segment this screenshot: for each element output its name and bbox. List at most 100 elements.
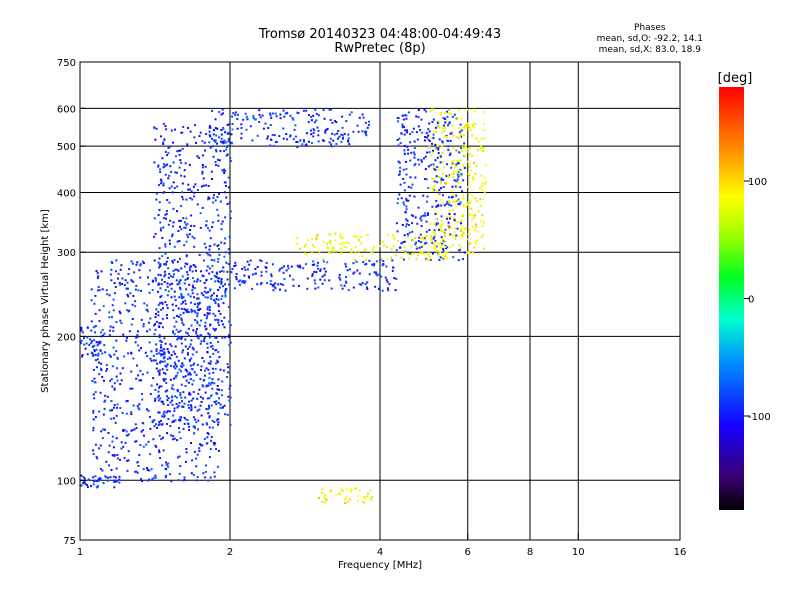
data-point bbox=[335, 250, 338, 253]
data-point bbox=[229, 160, 232, 162]
data-point bbox=[297, 284, 300, 287]
data-point bbox=[149, 357, 152, 360]
data-point bbox=[319, 270, 322, 272]
data-point bbox=[115, 375, 118, 378]
data-point bbox=[183, 226, 186, 229]
data-point bbox=[450, 130, 453, 133]
data-point bbox=[165, 209, 168, 212]
data-point bbox=[170, 364, 172, 367]
data-point bbox=[345, 281, 348, 284]
data-point bbox=[166, 423, 168, 425]
data-point bbox=[204, 149, 206, 152]
data-point bbox=[312, 260, 315, 263]
data-point bbox=[378, 273, 381, 276]
data-point bbox=[444, 251, 446, 254]
data-point bbox=[159, 168, 162, 171]
data-point bbox=[157, 261, 160, 264]
data-point bbox=[139, 444, 142, 446]
data-point bbox=[178, 296, 181, 299]
data-point bbox=[392, 266, 395, 269]
x-tick-label: 4 bbox=[377, 547, 383, 558]
data-point bbox=[428, 229, 431, 231]
data-point bbox=[204, 325, 207, 328]
data-point bbox=[178, 153, 181, 156]
data-point bbox=[440, 177, 443, 180]
data-point bbox=[132, 280, 135, 283]
data-point bbox=[267, 135, 269, 138]
data-point bbox=[455, 136, 458, 138]
data-point bbox=[196, 306, 199, 309]
data-point bbox=[271, 112, 274, 115]
data-point bbox=[167, 267, 170, 270]
data-point bbox=[151, 478, 154, 481]
data-point bbox=[185, 311, 188, 313]
data-point bbox=[334, 494, 337, 497]
data-point bbox=[405, 225, 408, 228]
data-point bbox=[247, 268, 249, 271]
data-point bbox=[313, 129, 316, 132]
data-point bbox=[115, 467, 118, 470]
data-point bbox=[410, 246, 413, 249]
data-point bbox=[225, 146, 228, 148]
data-point bbox=[205, 291, 208, 294]
data-point bbox=[193, 362, 195, 365]
data-point bbox=[153, 333, 156, 336]
data-point bbox=[409, 141, 411, 144]
data-point bbox=[455, 194, 458, 197]
data-point bbox=[114, 421, 117, 424]
data-point bbox=[184, 302, 187, 305]
data-point bbox=[413, 153, 416, 156]
data-point bbox=[269, 144, 272, 147]
data-point bbox=[466, 160, 469, 163]
data-point bbox=[189, 130, 192, 133]
data-point bbox=[167, 223, 170, 226]
data-point bbox=[339, 233, 342, 236]
data-point bbox=[446, 246, 449, 249]
data-point bbox=[164, 243, 167, 246]
data-point bbox=[134, 423, 137, 426]
data-point bbox=[452, 147, 455, 150]
data-point bbox=[224, 291, 227, 294]
data-point bbox=[201, 140, 204, 143]
data-point bbox=[189, 373, 192, 376]
data-point bbox=[411, 230, 414, 233]
data-point bbox=[405, 160, 407, 163]
data-point bbox=[306, 239, 309, 241]
data-point bbox=[398, 161, 401, 164]
data-point bbox=[484, 164, 487, 167]
data-point bbox=[480, 146, 483, 149]
data-point bbox=[191, 383, 194, 386]
data-point bbox=[341, 287, 344, 290]
data-point bbox=[98, 361, 100, 364]
data-point bbox=[387, 289, 390, 292]
data-point bbox=[196, 320, 199, 323]
data-point bbox=[183, 402, 186, 405]
data-point bbox=[452, 234, 455, 237]
data-point bbox=[178, 455, 181, 458]
data-point bbox=[471, 251, 474, 254]
data-point bbox=[285, 133, 288, 136]
data-point bbox=[305, 263, 308, 266]
data-point bbox=[168, 272, 171, 275]
data-point bbox=[454, 204, 457, 207]
data-point bbox=[184, 162, 187, 165]
data-point bbox=[210, 259, 213, 261]
data-point bbox=[302, 139, 305, 141]
data-point bbox=[398, 246, 401, 249]
data-point bbox=[111, 454, 114, 457]
data-point bbox=[283, 278, 286, 281]
data-point bbox=[366, 288, 369, 290]
data-point bbox=[162, 163, 165, 166]
data-point bbox=[186, 273, 189, 276]
data-point bbox=[218, 388, 220, 391]
data-point bbox=[444, 230, 447, 233]
data-point bbox=[158, 434, 161, 437]
data-point bbox=[100, 270, 103, 273]
data-point bbox=[98, 447, 101, 450]
data-point bbox=[306, 277, 309, 280]
data-point bbox=[256, 283, 259, 286]
data-point bbox=[147, 440, 150, 443]
data-point bbox=[269, 124, 272, 126]
data-point bbox=[223, 139, 226, 142]
data-point bbox=[316, 233, 319, 236]
